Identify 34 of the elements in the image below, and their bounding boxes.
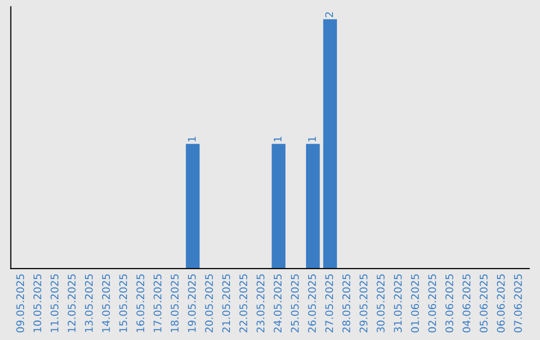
data-label: 1 [308, 136, 316, 142]
x-tick-label: 03.06.2025 [445, 274, 454, 332]
data-label: 1 [188, 136, 196, 142]
x-tick-label: 05.06.2025 [480, 274, 488, 332]
x-tick-label: 18.05.2025 [170, 274, 179, 332]
x-tick-label: 11.05.2025 [50, 274, 58, 332]
x-tick-label: 30.05.2025 [376, 274, 385, 332]
x-tick-label: 14.05.2025 [102, 274, 110, 332]
x-tick-label: 01.06.2025 [411, 274, 419, 332]
data-label: 2 [325, 12, 333, 18]
x-tick-label: 29.05.2025 [360, 274, 368, 332]
x-tick-label: 09.05.2025 [16, 274, 24, 332]
x-tick-label: 22.05.2025 [239, 274, 248, 332]
x-tick-label: 20.05.2025 [205, 274, 213, 332]
x-tick-label: 12.05.2025 [68, 274, 76, 332]
x-tick-label: 06.06.2025 [496, 274, 505, 332]
x-tick-label: 15.05.2025 [119, 274, 128, 332]
data-label: 1 [274, 136, 282, 142]
x-tick-label: 28.05.2025 [342, 274, 350, 332]
x-tick-label: 19.05.2025 [188, 274, 196, 332]
x-tick-label: 23.05.2025 [256, 274, 264, 332]
x-tick-label: 24.05.2025 [274, 274, 282, 332]
x-tick-label: 31.05.2025 [394, 274, 402, 332]
x-tick-label: 25.05.2025 [290, 274, 299, 332]
x-tick-label: 16.05.2025 [136, 274, 144, 332]
x-tick-label: 21.05.2025 [222, 274, 230, 332]
x-tick-label: 13.05.2025 [84, 274, 93, 332]
x-tick-label: 27.05.2025 [325, 274, 334, 332]
x-tick-label: 07.06.2025 [514, 274, 522, 332]
x-tick-label: 02.06.2025 [428, 274, 436, 332]
x-tick-label: 17.05.2025 [154, 274, 162, 332]
x-tick-label: 26.05.2025 [308, 274, 316, 332]
x-tick-label: 04.06.2025 [462, 274, 470, 332]
x-tick-label: 10.05.2025 [33, 274, 42, 332]
